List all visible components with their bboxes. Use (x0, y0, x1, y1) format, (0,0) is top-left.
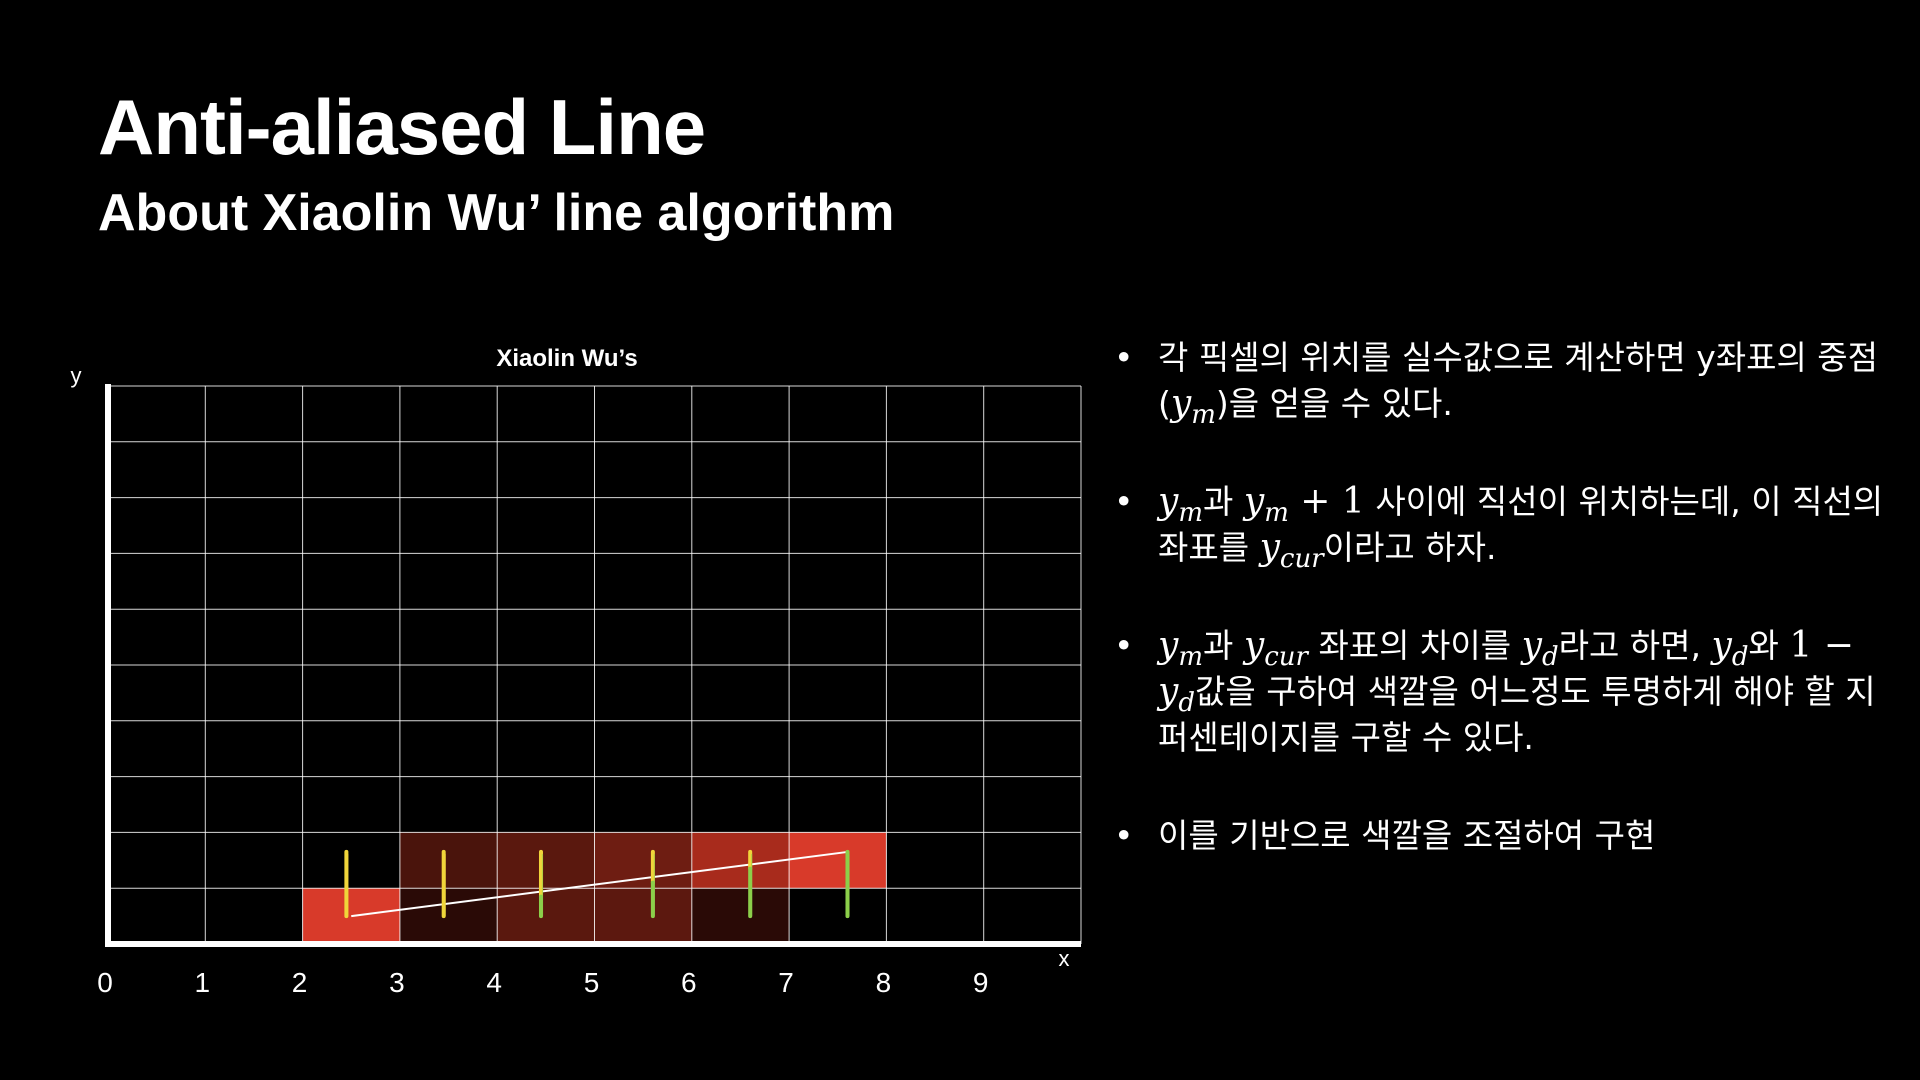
filled-cells-layer (302, 832, 887, 944)
math-variable: ym (1170, 383, 1216, 428)
bullet-text: )을 얻을 수 있다. (1215, 384, 1453, 423)
math-variable: ym (1158, 481, 1203, 526)
x-tick-label: 8 (876, 967, 892, 998)
bullet-text: 사이에 직선이 위치하는데, 이 직선의 좌표를 (1158, 482, 1884, 567)
bullet-text: 과 (1203, 482, 1244, 521)
bullet-dot: • (1114, 816, 1134, 855)
x-tick-label: 4 (486, 967, 502, 998)
math-variable-subscript: d (1731, 642, 1749, 672)
math-variable-subscript: d (1541, 642, 1559, 672)
bullet-item: • 이를 기반으로 색깔을 조절하여 구현 (1108, 813, 1898, 859)
x-tick-label: 1 (195, 967, 211, 998)
ideal-line (351, 850, 848, 918)
bullet-item: • ym과 ycur 좌표의 차이를 yd라고 하면, yd와 1 − yd값을 … (1108, 623, 1898, 761)
math-variable: ycur (1243, 625, 1308, 670)
axes-layer (105, 384, 1081, 947)
math-expression: 1 − (1789, 625, 1854, 666)
math-variable-base: y (1521, 625, 1542, 666)
filled-cell (789, 832, 887, 889)
bullet-text: 값을 구하여 색깔을 어느정도 투명하게 해야 할 지 퍼센테이지를 구할 수 … (1158, 672, 1876, 757)
math-variable-subscript: m (1264, 498, 1289, 528)
math-variable-base: y (1243, 481, 1265, 522)
bullet-text: 이를 기반으로 색깔을 조절하여 구현 (1158, 816, 1656, 855)
x-tick-label: 2 (292, 967, 308, 998)
math-variable-subscript: m (1191, 400, 1216, 430)
bullet-text: 라고 하면, (1558, 626, 1712, 665)
slide-title: Anti-aliased Line (98, 83, 706, 171)
x-tick-label: 3 (389, 967, 405, 998)
filled-cell (497, 888, 595, 944)
math-variable-base: y (1170, 383, 1192, 424)
xiaolin-wu-diagram: Xiaolin Wu’s y x 0 1 2 3 4 5 6 7 8 9 (71, 345, 1082, 998)
bullet-dot: • (1114, 338, 1134, 377)
x-tick-label: 6 (681, 967, 697, 998)
bullet-text: 이라고 하자. (1323, 528, 1497, 567)
filled-cell (497, 832, 595, 889)
math-variable: yd (1521, 625, 1559, 670)
math-variable-base: y (1158, 481, 1179, 522)
pixel-marker (441, 849, 446, 919)
labels-layer: Xiaolin Wu’s y x 0 1 2 3 4 5 6 7 8 9 (71, 345, 1070, 998)
x-tick-label: 7 (778, 967, 794, 998)
diagram-svg: Xiaolin Wu’s y x 0 1 2 3 4 5 6 7 8 9 (71, 345, 1082, 998)
pixel-marker (344, 849, 349, 919)
math-variable-base: y (1158, 625, 1179, 666)
chart-title: Xiaolin Wu’s (496, 345, 637, 372)
pixel-marker (845, 849, 850, 919)
math-variable-subscript: m (1178, 642, 1203, 672)
math-variable: ym (1158, 625, 1203, 670)
x-tick-label: 0 (97, 967, 113, 998)
filled-cell (691, 888, 790, 944)
filled-cell (691, 832, 790, 889)
bullet-list: • 각 픽셀의 위치를 실수값으로 계산하면 y좌표의 중점(ym)을 얻을 수 … (1108, 335, 1898, 911)
bullet-dot: • (1114, 482, 1134, 521)
math-variable-subscript: m (1178, 498, 1203, 528)
math-variable: ycur (1259, 527, 1324, 572)
bullet-text: 과 (1203, 626, 1244, 665)
filled-cell (399, 832, 498, 889)
math-variable: yd (1711, 625, 1749, 670)
bullet-text: 각 픽셀의 위치를 실수값으로 계산하면 y좌표의 중점( (1158, 338, 1879, 423)
filled-cell (594, 832, 692, 889)
bullet-text: 와 (1748, 626, 1790, 665)
math-variable: yd (1158, 671, 1195, 716)
bullet-item: • ym과 ym + 1 사이에 직선이 위치하는데, 이 직선의 좌표를 ycu… (1108, 479, 1898, 572)
line-layer (351, 850, 848, 918)
math-variable-subscript: cur (1279, 544, 1324, 574)
filled-cell (594, 888, 692, 944)
x-tick-label: 5 (584, 967, 600, 998)
math-variable-base: y (1243, 625, 1265, 666)
math-variable-base: y (1711, 625, 1732, 666)
x-axis-label: x (1059, 946, 1070, 971)
y-axis-label: y (71, 363, 82, 388)
filled-cell (399, 888, 498, 944)
math-variable-base: y (1158, 671, 1179, 712)
bullet-dot: • (1114, 626, 1134, 665)
slide-subtitle: About Xiaolin Wu’ line algorithm (98, 184, 895, 242)
math-variable: ym (1243, 481, 1289, 526)
bullet-text: 좌표의 차이를 (1307, 626, 1522, 665)
math-variable-base: y (1259, 527, 1280, 568)
x-tick-label: 9 (973, 967, 989, 998)
pixel-marker (650, 849, 655, 919)
pixel-marker (538, 849, 544, 919)
math-variable-subscript: d (1178, 688, 1195, 718)
math-variable-subscript: cur (1264, 642, 1308, 672)
bullet-item: • 각 픽셀의 위치를 실수값으로 계산하면 y좌표의 중점(ym)을 얻을 수 … (1108, 335, 1898, 428)
math-expression: + 1 (1288, 481, 1365, 522)
grid-layer (108, 385, 1082, 944)
pixel-marker (748, 849, 753, 919)
markers-layer (344, 849, 850, 919)
